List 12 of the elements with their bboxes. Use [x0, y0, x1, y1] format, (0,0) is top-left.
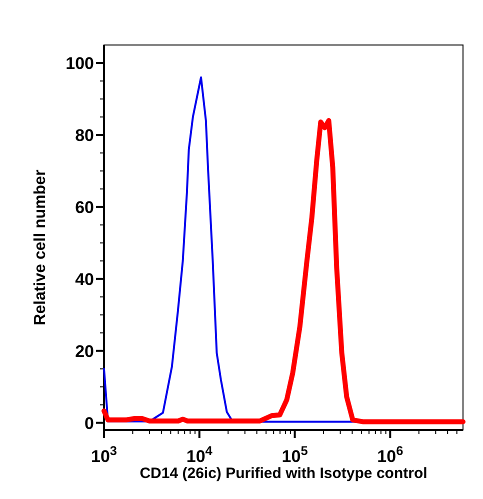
x-tick-label: 10$^{5}$ — [282, 442, 308, 466]
y-tick-label: 40 — [75, 270, 94, 289]
y-tick-label: 60 — [75, 198, 94, 217]
y-tick-label: 20 — [75, 342, 94, 361]
x-tick-label: 10$^{3}$ — [90, 442, 118, 466]
x-axis-title: CD14 (26ic) Purified with Isotype control — [140, 465, 428, 482]
y-tick-label: 0 — [84, 414, 94, 433]
y-tick-label: 80 — [75, 126, 94, 145]
x-tick-label: 10$^{6}$ — [377, 442, 404, 466]
y-tick-label: 100 — [66, 54, 94, 73]
y-axis-title: Relative cell number — [32, 170, 49, 326]
x-tick-label: 10$^{4}$ — [186, 442, 214, 466]
